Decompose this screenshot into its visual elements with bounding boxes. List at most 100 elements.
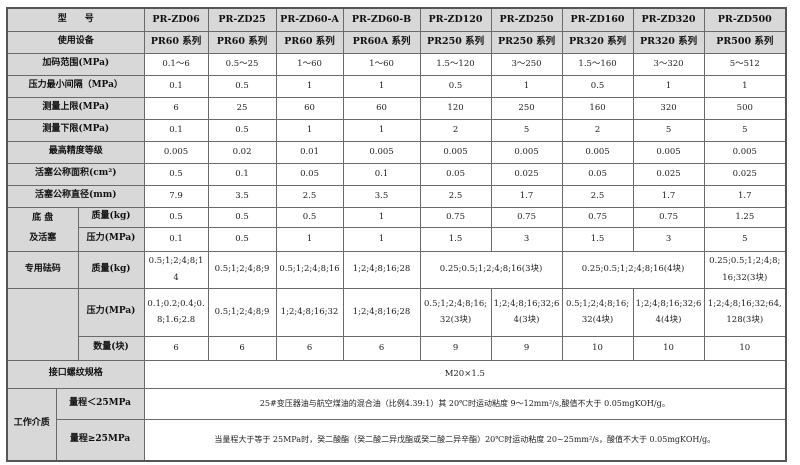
thread-row: 接口螺纹规格 M20×1.5 (6, 359, 787, 389)
row-label: 活塞公称直径(mm) (6, 184, 145, 208)
value-cell: 60 (342, 96, 421, 120)
table-row: 压力最小间隔（MPa） 0.1 0.5 1 1 0.5 1 0.5 1 1 (6, 74, 787, 98)
value-cell: 0.005 (419, 140, 492, 164)
value-cell: 0.5 (419, 74, 492, 98)
table-row: 活塞公称直径(mm) 7.9 3.5 2.5 3.5 2.5 1.7 2.5 1.7 1.7 (6, 184, 787, 208)
row-label: 测量上限(MPa) (6, 96, 145, 120)
value-cell: 2 (561, 118, 634, 142)
value-cell: 0.1～6 (143, 52, 209, 76)
value-cell: 1;2;4;8;16;32;64,128(3块) (703, 287, 787, 337)
value-cell: 1 (275, 118, 344, 142)
equipment-cell: PR500 系列 (703, 30, 787, 54)
value-cell: 1.7 (632, 184, 705, 208)
equipment-cell: PR60 系列 (207, 30, 277, 54)
sub-label: 数量(块) (77, 335, 145, 361)
row-label: 型 号 (6, 7, 145, 32)
value-cell: 1;2;4;8;16;28 (342, 250, 421, 289)
value-cell: 10 (632, 335, 705, 361)
model-header: PR-ZD06 (143, 7, 209, 32)
value-cell: 0.25;0.5;1;2;4;8;16;32(3块) (703, 250, 787, 289)
table-row: 活塞公称面积(cm²) 0.5 0.1 0.05 0.1 0.05 0.025 0.05 0.0… (6, 162, 787, 186)
value-cell: 0.1 (143, 74, 209, 98)
value-cell: 2.5 (561, 184, 634, 208)
value-cell: 0.005 (561, 140, 634, 164)
table-row: 测量下限(MPa) 0.1 0.5 1 1 2 5 2 5 5 (6, 118, 787, 142)
value-cell: 0.5 (207, 206, 277, 228)
value-cell: 0.1 (207, 162, 277, 186)
value-cell: 1.5～160 (561, 52, 634, 76)
row-label: 测量下限(MPa) (6, 118, 145, 142)
value-cell: 1.5 (561, 226, 634, 252)
value-cell: 0.5;1;2;4;8;16;32(3块) (419, 287, 492, 337)
value-cell: 1.5 (419, 226, 492, 252)
value-cell: 7.9 (143, 184, 209, 208)
equipment-cell: PR60 系列 (275, 30, 344, 54)
value-cell: 2.5 (275, 184, 344, 208)
value-cell: 1;2;4;8;16;32;64(3块) (490, 287, 563, 337)
value-cell: 0.005 (143, 140, 209, 164)
sub-label: 质量(kg) (77, 206, 145, 228)
value-cell: 500 (703, 96, 787, 120)
value-cell: 0.25;0.5;1;2;4;8;16(3块) (419, 250, 563, 289)
table-row: 测量上限(MPa) 6 25 60 60 120 250 160 320 500 (6, 96, 787, 120)
table-row: 加码范围(MPa) 0.1～6 0.5～25 1～60 1～60 1.5～120 3～250… (6, 52, 787, 76)
model-header: PR-ZD160 (561, 7, 634, 32)
model-header: PR-ZD320 (632, 7, 705, 32)
row-label: 接口螺纹规格 (6, 359, 145, 389)
value-cell: 1;2;4;8;16;32;64(4块) (632, 287, 705, 337)
value-cell: 0.005 (490, 140, 563, 164)
value-cell: 5 (703, 118, 787, 142)
value-cell: 320 (632, 96, 705, 120)
value-cell: 0.5;1;2;4;8;9 (207, 250, 277, 289)
value-cell: 2 (419, 118, 492, 142)
value-cell: 0.05 (275, 162, 344, 186)
weights-mass-row: 专用砝码 质量(kg) 0.5;1;2;4;8;14 0.5;1;2;4;8;9 0.5… (6, 250, 787, 289)
value-cell: 1;2;4;8;16;32 (275, 287, 344, 337)
sub-label: 质量(kg) (77, 250, 145, 289)
value-cell: 10 (561, 335, 634, 361)
medium-high-row: 量程≥25MPa 当量程大于等于 25MPa时，癸二酸酯（癸二酸二异戊酯或癸二酸二… (7, 418, 787, 462)
value-cell: 0.5;1;2;4;8;16;32(4块) (561, 287, 634, 337)
value-cell: 0.1 (143, 118, 209, 142)
value-cell: 5 (490, 118, 563, 142)
value-cell: 25 (207, 96, 277, 120)
value-cell: 0.025 (632, 162, 705, 186)
value-cell: 160 (561, 96, 634, 120)
value-cell: 0.025 (703, 162, 787, 186)
value-cell: 0.02 (207, 140, 277, 164)
value-cell: 0.5～25 (207, 52, 277, 76)
value-cell: 0.005 (342, 140, 421, 164)
value-cell: 0.1 (143, 226, 209, 252)
value-cell: 6 (143, 335, 209, 361)
table-row: 最高精度等级 0.005 0.02 0.01 0.005 0.005 0.005 0.005 0… (6, 140, 787, 164)
value-cell: 0.75 (561, 206, 634, 228)
base-pressure-row: 压力(MPa) 0.1 0.5 1 1 1.5 3 1.5 3 5 (7, 226, 787, 252)
value-cell: 当量程大于等于 25MPa时，癸二酸酯（癸二酸二异戊酯或癸二酸二异辛酯）20℃时… (143, 418, 787, 462)
value-cell: 1 (342, 118, 421, 142)
value-cell: 3～320 (632, 52, 705, 76)
weights-pressure-row: 压力(MPa) 0.1;0.2;0.4;0.8;1.6;2.8 0.5;1;2;4;… (6, 287, 787, 361)
sub-label: 压力(MPa) (77, 287, 145, 337)
row-label: 专用砝码 (6, 250, 79, 289)
value-cell: 5 (632, 118, 705, 142)
value-cell: 0.75 (632, 206, 705, 228)
value-cell: 0.05 (561, 162, 634, 186)
value-cell: 1;2;4;8;16;28 (342, 287, 421, 337)
sub-label: 压力(MPa) (77, 226, 145, 252)
value-cell: 0.5 (143, 206, 209, 228)
model-header: PR-ZD60-A (275, 7, 344, 32)
value-cell: 1 (490, 74, 563, 98)
model-header: PR-ZD25 (207, 7, 277, 32)
model-header: PR-ZD60-B (342, 7, 421, 32)
row-label: 最高精度等级 (6, 140, 145, 164)
value-cell: 3.5 (207, 184, 277, 208)
equipment-cell: PR250 系列 (419, 30, 492, 54)
sub-label: 量程＜25MPa (55, 387, 145, 420)
value-cell: 0.5 (207, 226, 277, 252)
row-label: 使用设备 (6, 30, 145, 54)
value-cell: 0.5 (561, 74, 634, 98)
weights-count-row: 数量(块) 6 6 6 6 9 9 10 10 10 (7, 335, 787, 361)
header-row: 型 号 PR-ZD06 PR-ZD25 PR-ZD60-A PR-ZD60-B PR-ZD… (6, 7, 787, 32)
row-label: 加码范围(MPa) (6, 52, 145, 76)
value-cell: 0.005 (632, 140, 705, 164)
